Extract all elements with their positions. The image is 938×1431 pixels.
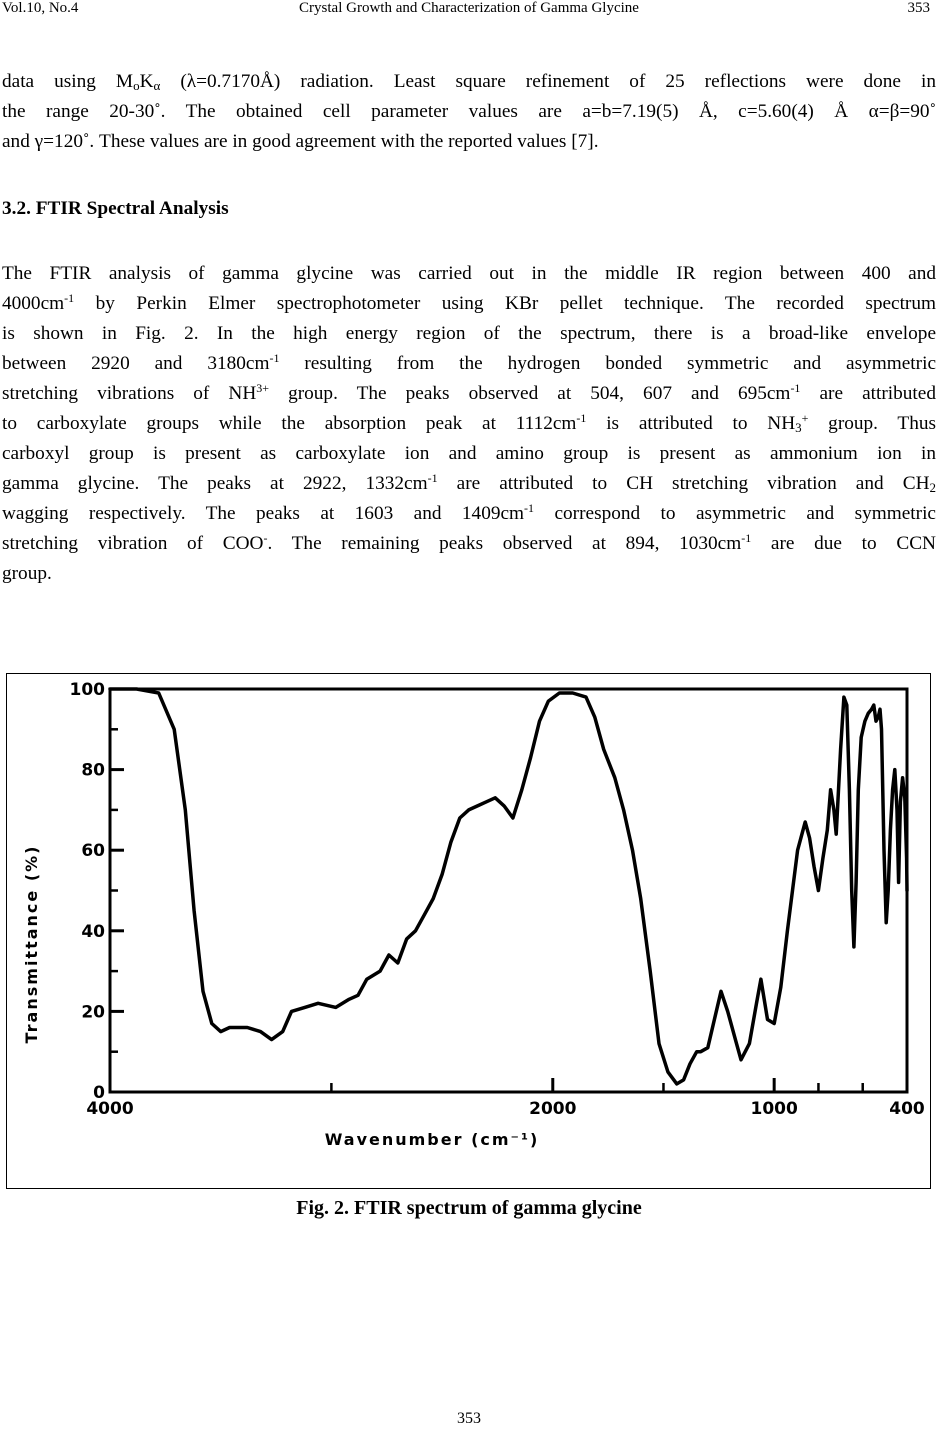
y-tick-label: 100 (70, 680, 106, 700)
ftir-spectrum-chart: 0 20 40 60 80 100 4000 2000 1000 400 Wavenumber (… (22, 680, 925, 1149)
text-line: stretching vibration of COO-. The remain… (2, 531, 936, 554)
text-line: gamma glycine. The peaks at 2922, 1332cm… (2, 471, 936, 495)
x-axis-label: Wavenumber (cm⁻¹) (325, 1130, 540, 1149)
paragraph-cell-parameters: data using MoKα (λ=0.7170Å) radiation. L… (2, 67, 936, 157)
text-line: is shown in Fig. 2. In the high energy r… (2, 323, 936, 344)
text-line: The FTIR analysis of gamma glycine was c… (2, 263, 936, 284)
text-line: and γ=120˚. These values are in good agr… (2, 131, 599, 152)
text-line: wagging respectively. The peaks at 1603 … (2, 501, 936, 524)
text-line: the range 20-30˚. The obtained cell para… (2, 101, 936, 122)
footer-page-number: 353 (457, 1410, 481, 1427)
x-tick-label: 4000 (86, 1099, 133, 1119)
running-header: Crystal Growth and Characterization of G… (0, 0, 938, 22)
figure-caption: Fig. 2. FTIR spectrum of gamma glycine (296, 1197, 642, 1219)
transmittance-series-line (108, 687, 909, 1086)
plot-area-frame (108, 687, 909, 1094)
volume-info: Vol.10, No.4 (2, 0, 79, 16)
x-tick-label: 1000 (751, 1099, 798, 1119)
x-tick-label: 2000 (529, 1099, 576, 1119)
text-line: 4000cm-1 by Perkin Elmer spectrophotomet… (2, 291, 936, 314)
y-axis-label: Transmittance (%) (22, 845, 41, 1044)
y-tick-label: 40 (81, 922, 105, 942)
text-line: carboxyl group is present as carboxylate… (2, 443, 936, 464)
journal-title: Crystal Growth and Characterization of G… (299, 0, 639, 16)
header-page-number: 353 (907, 0, 931, 16)
section-heading: 3.2. FTIR Spectral Analysis (2, 198, 229, 219)
text-line: stretching vibrations of NH3+ group. The… (2, 381, 936, 404)
text-line: data using MoKα (λ=0.7170Å) radiation. L… (2, 71, 936, 93)
text-line: group. (2, 563, 52, 584)
figure-frame: 0 20 40 60 80 100 4000 2000 1000 400 Wavenumber (… (6, 673, 931, 1189)
x-tick-label: 400 (889, 1099, 925, 1119)
y-tick-label: 80 (81, 761, 105, 781)
y-tick-label: 60 (81, 841, 105, 861)
paragraph-ftir-analysis: The FTIR analysis of gamma glycine was c… (2, 259, 936, 589)
text-line: to carboxylate groups while the absorpti… (2, 411, 936, 435)
y-tick-label: 0 (93, 1083, 105, 1103)
y-tick-label: 20 (81, 1002, 105, 1022)
text-line: between 2920 and 3180cm-1 resulting from… (2, 351, 936, 374)
